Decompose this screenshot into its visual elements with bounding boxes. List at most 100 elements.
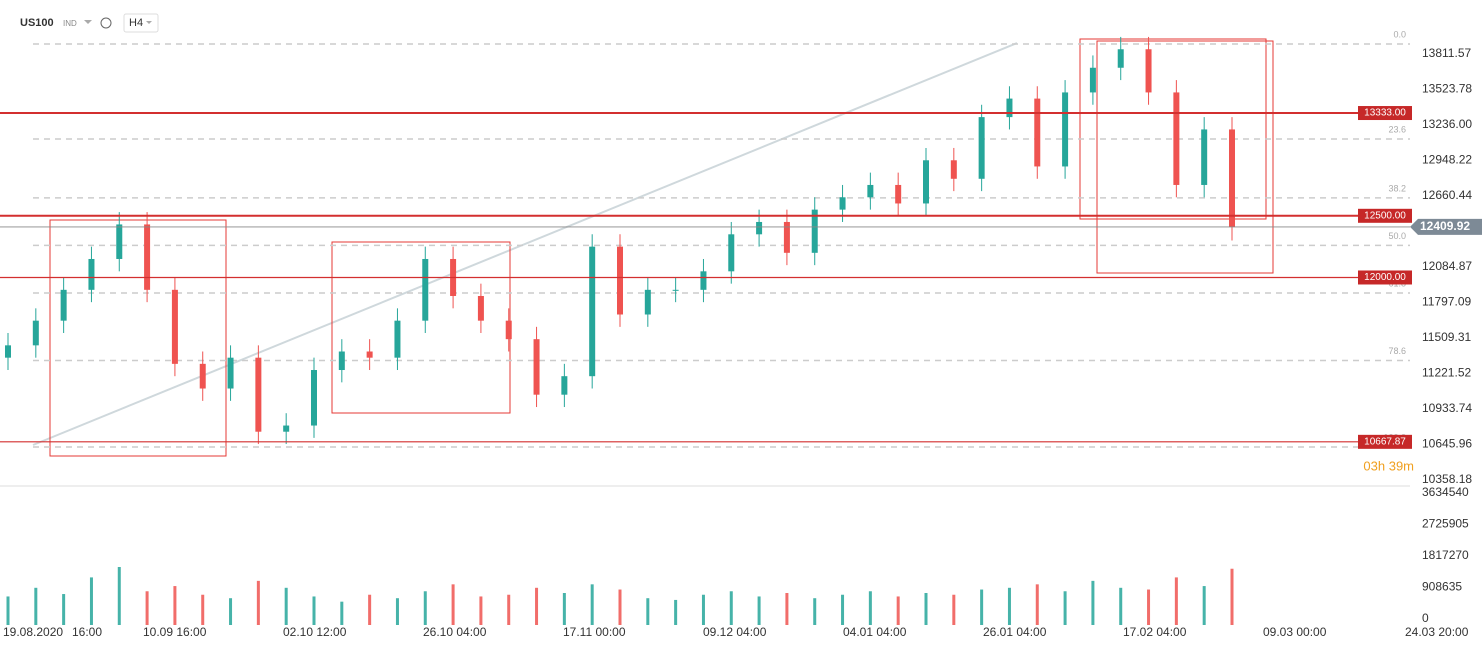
- volume-bar: [256, 580, 260, 625]
- candle-body: [505, 320, 512, 340]
- timeframe-button[interactable]: [123, 13, 159, 33]
- volume-bar: [1063, 591, 1067, 625]
- volume-bar: [980, 589, 984, 625]
- volume-bar: [562, 592, 566, 625]
- volume-bar: [1035, 584, 1039, 625]
- volume-bar: [1202, 586, 1206, 625]
- volume-bar: [1091, 580, 1095, 625]
- candle-body: [1034, 98, 1041, 167]
- y-tick-label: 10645.96: [1422, 437, 1472, 451]
- x-tick-label: 09.03 00:00: [1263, 625, 1327, 639]
- y-tick-label: 10358.18: [1422, 472, 1472, 486]
- candle-body: [672, 289, 679, 291]
- volume-bar: [1230, 568, 1234, 625]
- volume-tick-label: 3634540: [1422, 485, 1469, 499]
- volume-bar: [423, 591, 427, 625]
- level-label: 13333.00: [1364, 108, 1406, 119]
- candle-body: [811, 209, 818, 253]
- candle-body: [783, 221, 790, 253]
- candle-body: [700, 271, 707, 290]
- timeframe[interactable]: H4: [129, 17, 143, 29]
- candle-body: [561, 376, 568, 395]
- volume-bar: [145, 591, 149, 625]
- y-tick-label: 11221.52: [1422, 366, 1471, 380]
- candle-body: [5, 345, 11, 358]
- candle-body: [1145, 49, 1152, 93]
- volume-bar: [896, 596, 900, 625]
- volume-bar: [590, 584, 594, 625]
- volume-bar: [1174, 577, 1178, 625]
- fib-label: 50.0: [1388, 231, 1406, 241]
- x-tick-label: 26.01 04:00: [983, 625, 1047, 639]
- candle-body: [867, 184, 874, 198]
- fib-label: 78.6: [1388, 346, 1406, 356]
- x-tick-label: 17.02 04:00: [1123, 625, 1187, 639]
- candle-body: [144, 224, 151, 290]
- candle-body: [116, 224, 123, 259]
- y-tick-label: 13523.78: [1422, 82, 1472, 96]
- dropdown-icon[interactable]: [84, 20, 92, 24]
- volume-tick-label: 2725905: [1422, 517, 1469, 531]
- volume-bar: [868, 591, 872, 625]
- volume-bar: [841, 594, 845, 625]
- x-tick-label: 04.01 04:00: [843, 625, 907, 639]
- box: [49, 219, 227, 457]
- volume-bar: [924, 592, 928, 625]
- y-tick-label: 11509.31: [1422, 330, 1471, 344]
- volume-bar: [173, 586, 177, 625]
- volume-bar: [1119, 587, 1123, 625]
- candle-body: [978, 117, 985, 179]
- info-icon[interactable]: [100, 17, 112, 29]
- candle-body: [1229, 129, 1235, 227]
- candle-body: [1201, 129, 1208, 185]
- candle-body: [227, 357, 234, 389]
- level-label: 10667.87: [1364, 436, 1406, 447]
- volume-bar: [229, 598, 233, 625]
- symbol[interactable]: US100: [20, 17, 54, 29]
- volume-bar: [201, 594, 205, 625]
- volume-bar: [395, 598, 399, 625]
- volume-bar: [284, 587, 288, 625]
- candle-body: [366, 351, 373, 358]
- candle-body: [1117, 49, 1124, 68]
- volume-bar: [6, 596, 10, 625]
- volume-tick-label: 1817270: [1422, 548, 1469, 562]
- box: [1079, 38, 1267, 220]
- candle-body: [728, 234, 735, 272]
- volume-tick-label: 908635: [1422, 580, 1462, 594]
- volume-bar: [618, 589, 622, 625]
- fib-label: 0.0: [1393, 29, 1406, 39]
- y-tick-label: 12660.44: [1422, 188, 1472, 202]
- candle-body: [923, 160, 929, 204]
- volume-bar: [785, 592, 789, 625]
- volume-bar: [89, 577, 93, 625]
- x-tick-label: 02.10 12:00: [283, 625, 347, 639]
- volume-bar: [757, 596, 761, 625]
- x-tick-label: 09.12 04:00: [703, 625, 767, 639]
- last-price-label: 12409.92: [1420, 219, 1470, 233]
- candle-body: [617, 246, 623, 315]
- volume-bar: [729, 591, 733, 625]
- volume-bar: [368, 594, 372, 625]
- level-label: 12500.00: [1364, 210, 1406, 221]
- candle-body: [88, 258, 95, 290]
- market: IND: [63, 19, 77, 28]
- x-tick-label: 10.09 16:00: [143, 625, 207, 639]
- candle-body: [756, 221, 763, 235]
- volume-bar: [1007, 587, 1011, 625]
- candle-body: [422, 258, 429, 321]
- y-tick-label: 13811.57: [1422, 46, 1471, 60]
- level-tag: [1358, 208, 1412, 223]
- x-tick-label: 26.10 04:00: [423, 625, 487, 639]
- volume-bar: [117, 566, 121, 625]
- candle-body: [533, 339, 540, 395]
- candle-body: [171, 289, 178, 364]
- dropdown-icon[interactable]: [146, 21, 152, 24]
- x-tick-label: 24.03 20:00: [1405, 625, 1469, 639]
- y-tick-label: 11797.09: [1422, 295, 1471, 309]
- candle-body: [255, 357, 262, 432]
- candle-body: [1173, 92, 1180, 185]
- countdown: 03h 39m: [1363, 458, 1414, 473]
